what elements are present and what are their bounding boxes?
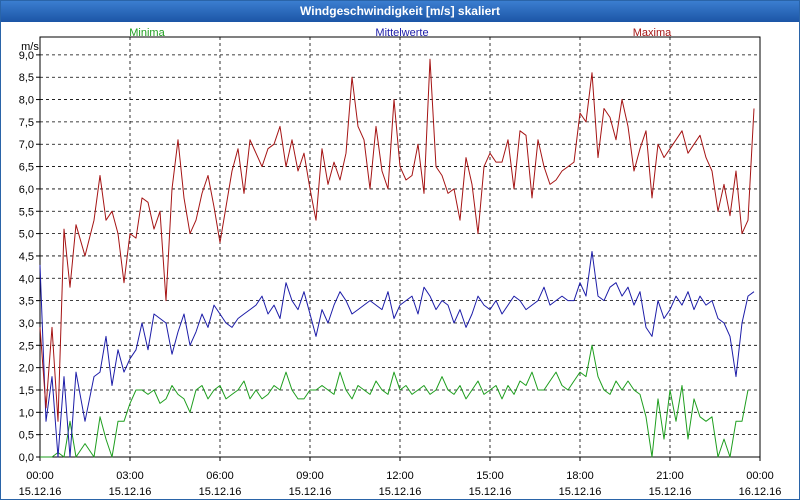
- x-tick-date: 15.12.16: [19, 486, 62, 498]
- y-tick-label: 2,0: [19, 363, 34, 375]
- y-tick-label: 8,0: [19, 95, 34, 107]
- y-axis-ticks: 0,0 0,5 1,0 1,5 2,0 2,5 3,0 3,5 4,0 4,5 5,0 5,5 6,0 6…: [19, 50, 40, 464]
- x-tick-date: 15.12.16: [379, 486, 422, 498]
- x-tick-time: 09:00: [296, 470, 324, 482]
- series-lines: [39, 58, 755, 458]
- x-tick-date: 15.12.16: [199, 486, 242, 498]
- y-tick-label: 7,5: [19, 117, 34, 129]
- y-tick-label: 4,5: [19, 251, 34, 263]
- x-tick-date: 15.12.16: [559, 486, 602, 498]
- y-tick-label: 3,0: [19, 318, 34, 330]
- y-tick-label: 0,5: [19, 430, 34, 442]
- x-tick-date: 16.12.16: [739, 486, 782, 498]
- y-tick-label: 1,0: [19, 407, 34, 419]
- y-tick-label: 4,0: [19, 273, 34, 285]
- y-axis-label: m/s: [21, 41, 39, 53]
- x-tick-date: 15.12.16: [109, 486, 152, 498]
- series-line-minima: [40, 344, 749, 458]
- x-tick-time: 03:00: [116, 470, 144, 482]
- x-tick-time: 00:00: [26, 470, 54, 482]
- x-tick-time: 15:00: [476, 470, 504, 482]
- y-tick-label: 6,0: [19, 184, 34, 196]
- y-tick-label: 5,0: [19, 229, 34, 241]
- y-tick-label: 5,5: [19, 206, 34, 218]
- y-tick-label: 7,0: [19, 139, 34, 151]
- window-title: Windgeschwindigkeit [m/s] skaliert: [1, 1, 799, 22]
- x-tick-time: 21:00: [656, 470, 684, 482]
- x-tick-date: 15.12.16: [649, 486, 692, 498]
- legend-minima: Minima: [129, 27, 165, 39]
- x-tick-date: 15.12.16: [469, 486, 512, 498]
- x-tick-time: 00:00: [746, 470, 774, 482]
- y-tick-label: 2,5: [19, 340, 34, 352]
- x-tick-time: 06:00: [206, 470, 234, 482]
- y-tick-label: 1,5: [19, 385, 34, 397]
- x-tick-time: 18:00: [566, 470, 594, 482]
- x-tick-time: 12:00: [386, 470, 414, 482]
- legend: Minima Mittelwerte Maxima: [129, 27, 672, 39]
- series-line-maxima: [39, 58, 755, 422]
- y-tick-label: 0,0: [19, 452, 34, 464]
- y-tick-label: 3,5: [19, 296, 34, 308]
- y-tick-label: 9,0: [19, 50, 34, 62]
- legend-maxima: Maxima: [633, 27, 672, 39]
- y-tick-label: 6,5: [19, 162, 34, 174]
- legend-mittelwerte: Mittelwerte: [375, 27, 428, 39]
- y-tick-label: 8,5: [19, 72, 34, 84]
- x-tick-date: 15.12.16: [289, 486, 332, 498]
- series-line-mittelwerte: [39, 251, 755, 458]
- x-axis-ticks: 00:00 15.12.16 03:00 15.12.16 06:00 15.12.16 0…: [19, 457, 782, 498]
